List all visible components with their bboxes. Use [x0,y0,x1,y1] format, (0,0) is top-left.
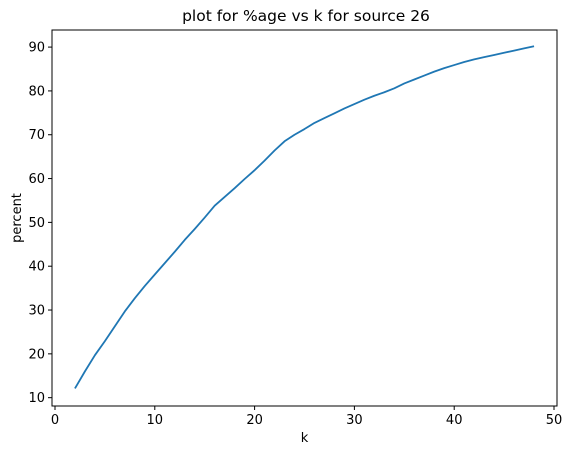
x-tick-label: 0 [51,413,59,428]
series-line [74,45,535,389]
y-axis: 10 20 30 40 50 60 70 80 90 [28,41,52,406]
x-tick-label: 30 [346,413,363,428]
x-tick-label: 20 [246,413,263,428]
axes-frame [51,29,558,407]
y-tick-label: 50 [28,216,45,231]
y-tick-label: 40 [28,260,45,275]
x-tick-label: 50 [546,413,563,428]
x-tick-label: 40 [446,413,463,428]
y-tick-label: 80 [28,84,45,99]
y-tick-label: 90 [28,41,45,56]
plot-area [74,45,535,389]
x-axis: 0 10 20 30 40 50 [51,406,562,428]
y-tick-label: 10 [28,391,45,406]
x-axis-label: k [301,431,309,446]
y-tick-label: 60 [28,172,45,187]
x-tick-label: 10 [147,413,164,428]
y-tick-label: 20 [28,347,45,362]
y-tick-label: 30 [28,304,45,319]
y-axis-label: percent [10,193,25,243]
y-tick-label: 70 [28,128,45,143]
chart-title: plot for %age vs k for source 26 [182,7,430,25]
